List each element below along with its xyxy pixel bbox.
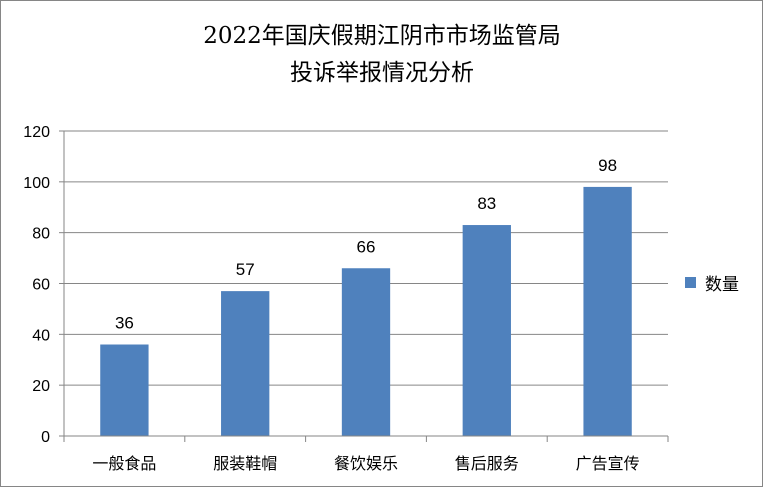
x-tick-label: 广告宣传 — [576, 454, 640, 473]
legend-label: 数量 — [705, 275, 739, 295]
legend: 数量 — [685, 275, 739, 295]
data-label: 83 — [477, 194, 496, 213]
x-tick-label: 售后服务 — [455, 454, 519, 473]
y-tick-label: 120 — [23, 124, 50, 141]
chart-title-line-1: 2022年国庆假期江阴市市场监管局 — [203, 23, 561, 49]
y-axis: 0 20 40 60 80 100 120 — [23, 124, 65, 446]
x-tick-label: 服装鞋帽 — [213, 454, 277, 473]
x-axis: 一般食品 服装鞋帽 餐饮娱乐 售后服务 广告宣传 — [63, 435, 669, 473]
bar — [100, 344, 149, 436]
bar — [583, 186, 632, 436]
bars — [100, 186, 632, 436]
data-labels: 36 57 66 83 98 — [115, 156, 617, 333]
legend-swatch — [685, 277, 696, 288]
y-tick-label: 0 — [41, 429, 50, 446]
x-tick-label: 一般食品 — [92, 454, 156, 473]
chart-title: 2022年国庆假期江阴市市场监管局 投诉举报情况分析 — [203, 23, 561, 86]
bar — [221, 291, 270, 436]
bar — [462, 225, 511, 436]
data-label: 57 — [236, 260, 255, 279]
y-tick-label: 60 — [32, 277, 50, 294]
data-label: 36 — [115, 314, 134, 333]
data-label: 66 — [357, 237, 376, 256]
bar — [341, 268, 391, 436]
x-tick-label: 餐饮娱乐 — [334, 454, 398, 473]
chart-title-line-2: 投诉举报情况分析 — [290, 60, 474, 86]
y-tick-label: 80 — [32, 226, 50, 243]
y-tick-label: 100 — [23, 175, 50, 192]
y-tick-label: 20 — [32, 378, 50, 395]
y-tick-label: 40 — [32, 327, 50, 344]
data-label: 98 — [598, 156, 617, 175]
